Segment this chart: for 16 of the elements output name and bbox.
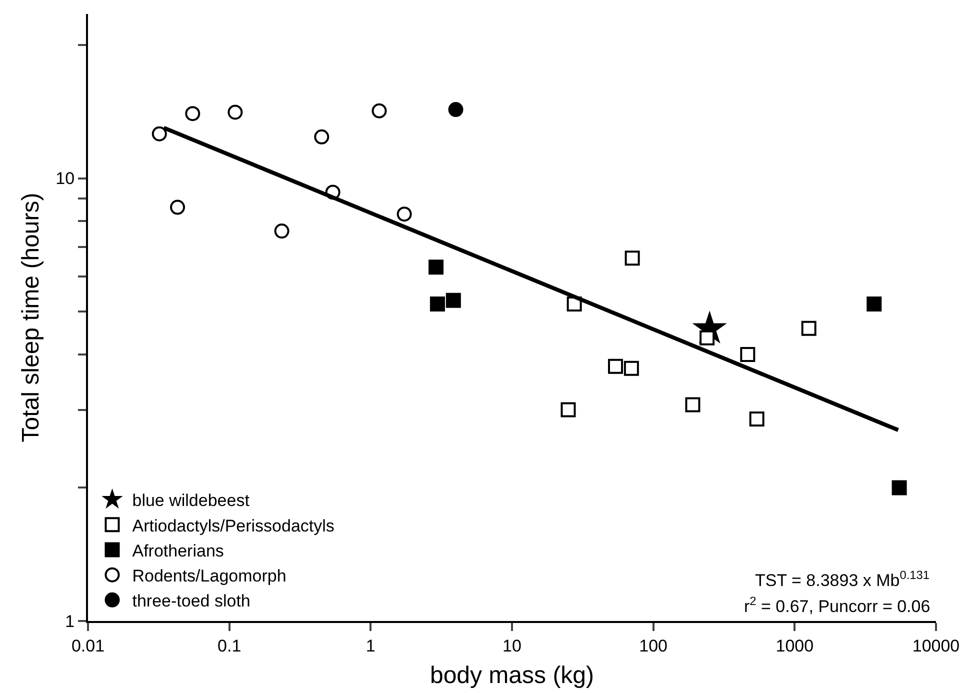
x-tick-label: 1000	[776, 636, 814, 656]
legend-label: blue wildebeest	[132, 491, 250, 510]
annotation: TST = 8.3893 x Mb$^{0.131}$	[755, 568, 930, 590]
x-tick-label: 0.1	[218, 636, 242, 656]
y-axis-title: Total sleep time (hours)	[17, 192, 44, 442]
legend-label: Rodents/Lagomorph	[132, 566, 286, 586]
legend-label: three-toed sloth	[132, 592, 250, 611]
x-tick-label: 10000	[912, 636, 960, 656]
annotation: r$^{2}$ = 0.67, Puncorr = 0.06	[744, 594, 930, 616]
x-axis-title: body mass (kg)	[430, 662, 594, 690]
x-tick-label: 0.01	[71, 636, 105, 656]
legend-label: Artiodactyls/Perissodactyls	[132, 516, 334, 536]
x-tick-label: 1	[366, 636, 376, 656]
legend-label: Afrotherians	[132, 541, 224, 560]
x-tick-label: 100	[639, 636, 668, 656]
x-tick-label: 10	[502, 636, 522, 656]
